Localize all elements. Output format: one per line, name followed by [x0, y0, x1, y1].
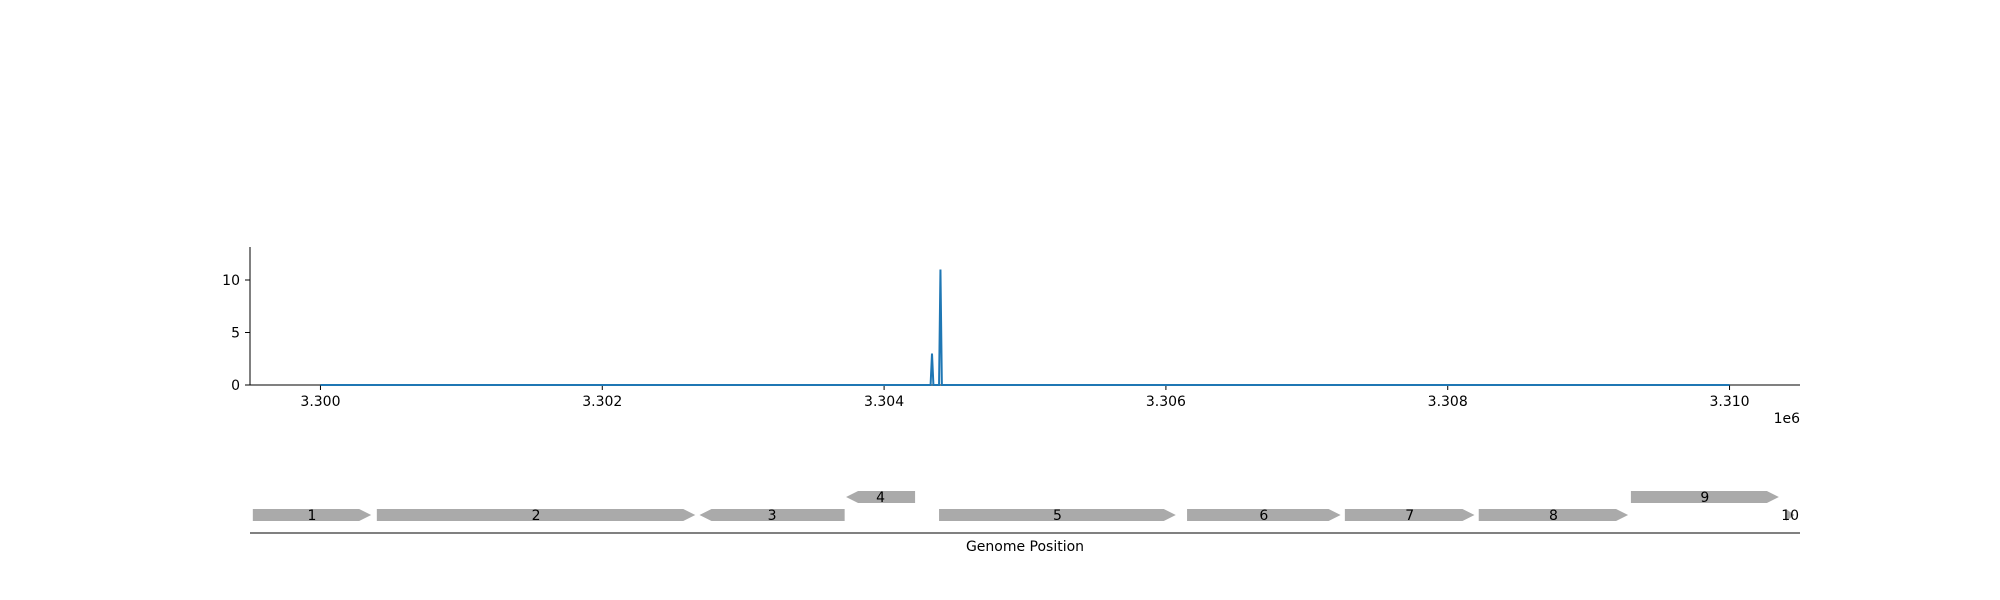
gene-arrow: 1 [252, 508, 372, 524]
gene-arrows: 1 2 3 4 5 6 7 8 9 10 [252, 490, 1799, 524]
gene-arrow-shape [1785, 509, 1795, 521]
gene-arrow: 9 [1630, 490, 1779, 506]
gene-arrow-shape [939, 509, 1176, 521]
gene-arrow: 8 [1478, 508, 1629, 524]
gene-label: 8 [1549, 508, 1558, 524]
x-tick-label: 3.310 [1709, 394, 1749, 410]
gene-arrow: 2 [376, 508, 696, 524]
x-offset-label: 1e6 [1774, 411, 1801, 427]
gene-arrow: 3 [699, 508, 845, 524]
gene-label: 7 [1405, 508, 1414, 524]
x-tick-label: 3.308 [1428, 394, 1468, 410]
gene-track: 1 2 3 4 5 6 7 8 9 10 Genome Position [250, 490, 1800, 555]
coverage-plot: 0 5 10 3.300 3.302 3.304 3.306 3.308 3.310 1e6 [222, 247, 1800, 427]
x-tick-label: 3.300 [300, 394, 340, 410]
x-tick-label: 3.302 [582, 394, 622, 410]
gene-arrow: 6 [1187, 508, 1341, 524]
y-tick-label: 5 [231, 326, 240, 342]
gene-arrow-shape [252, 509, 372, 521]
gene-arrow-shape [846, 491, 916, 503]
genome-axis-label: Genome Position [966, 539, 1084, 555]
y-tick-label: 10 [222, 273, 240, 289]
gene-arrow: 7 [1344, 508, 1475, 524]
x-tick-label: 3.304 [864, 394, 904, 410]
gene-label: 10 [1781, 508, 1799, 524]
gene-label: 2 [532, 508, 541, 524]
x-ticks: 3.300 3.302 3.304 3.306 3.308 3.310 [300, 385, 1750, 410]
gene-arrow-shape [1187, 509, 1341, 521]
gene-label: 3 [768, 508, 777, 524]
gene-arrow: 10 [1781, 508, 1799, 524]
gene-arrow: 5 [939, 508, 1176, 524]
gene-arrow-shape [1478, 509, 1629, 521]
y-tick-label: 0 [231, 378, 240, 394]
gene-label: 6 [1259, 508, 1268, 524]
gene-label: 1 [308, 508, 317, 524]
gene-arrow-shape [1344, 509, 1475, 521]
coverage-line [320, 269, 1730, 386]
gene-label: 5 [1053, 508, 1062, 524]
gene-arrow-shape [699, 509, 845, 521]
gene-label: 9 [1700, 490, 1709, 506]
gene-arrow: 4 [846, 490, 916, 506]
gene-label: 4 [876, 490, 885, 506]
gene-arrow-shape [376, 509, 696, 521]
gene-arrow-shape [1630, 491, 1779, 503]
x-tick-label: 3.306 [1146, 394, 1186, 410]
y-ticks: 0 5 10 [222, 273, 250, 394]
